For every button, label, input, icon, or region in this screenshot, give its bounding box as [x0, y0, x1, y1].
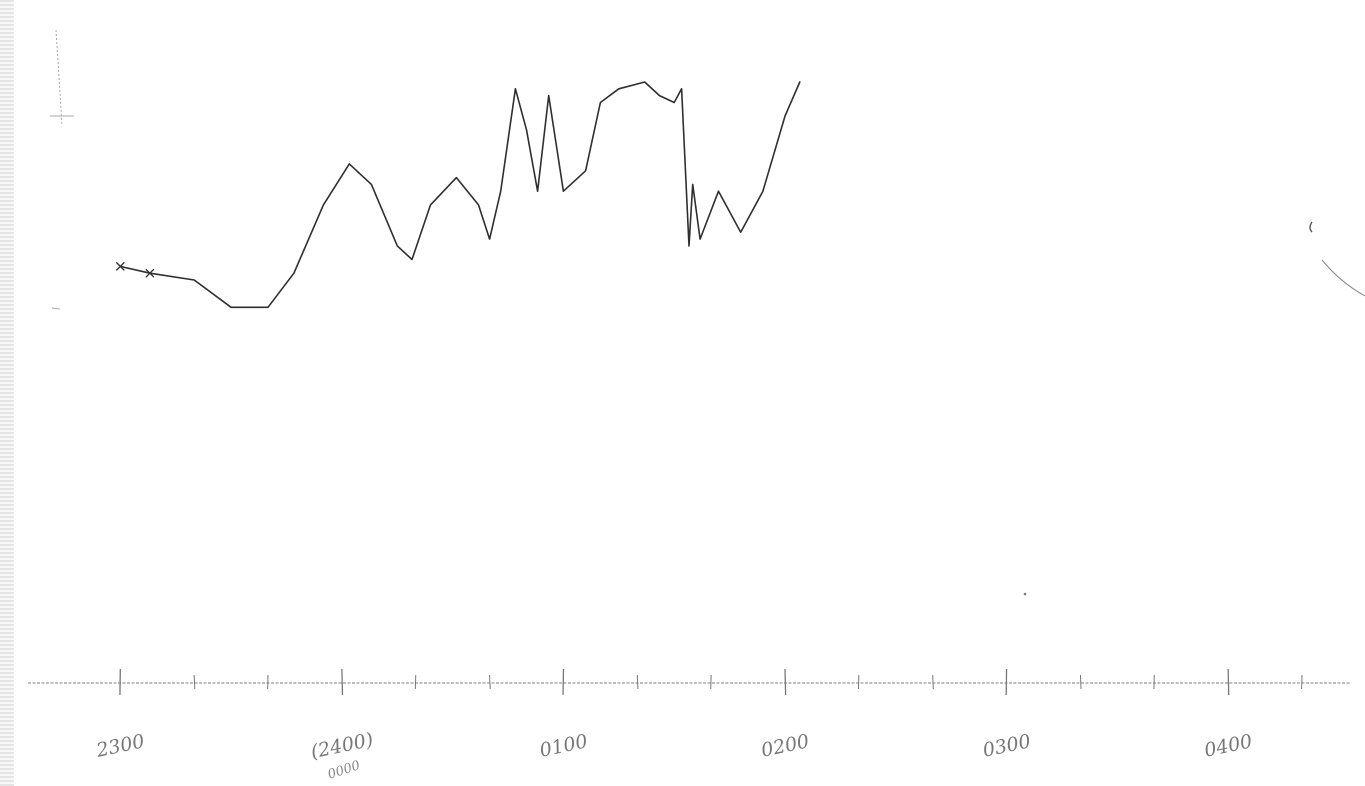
data-point-marker — [145, 268, 155, 278]
minor-ticks — [119, 668, 1303, 696]
y-tick — [51, 307, 61, 310]
stray-mark — [1309, 221, 1313, 233]
x-tick-label: 0300 — [981, 730, 1033, 762]
x-tick-label: 0100 — [538, 730, 590, 762]
x-minor-tick — [489, 674, 491, 690]
stray-mark — [1321, 259, 1365, 297]
stray-dot — [1023, 592, 1027, 596]
x-minor-tick — [636, 674, 639, 690]
y-axis — [55, 29, 63, 126]
x-minor-tick — [193, 674, 196, 690]
x-major-tick — [341, 668, 344, 696]
x-tick-label: 0200 — [759, 730, 811, 762]
x-minor-tick — [1079, 674, 1082, 690]
x-tick-label: (2400) — [309, 729, 375, 764]
x-tick-label: 2300 — [94, 730, 147, 762]
x-major-tick — [1227, 668, 1230, 696]
markers — [115, 261, 155, 278]
data-point-marker — [115, 261, 125, 271]
tick-labels: 2300 (2400)0000 0100 0200 0300 0400 — [94, 729, 1255, 783]
series-line — [119, 81, 801, 309]
x-tick-sublabel: 0000 — [326, 758, 362, 782]
x-major-tick — [784, 668, 787, 696]
scan-edge — [0, 0, 14, 786]
x-tick-label: 0400 — [1202, 730, 1254, 762]
x-minor-tick — [932, 674, 934, 690]
